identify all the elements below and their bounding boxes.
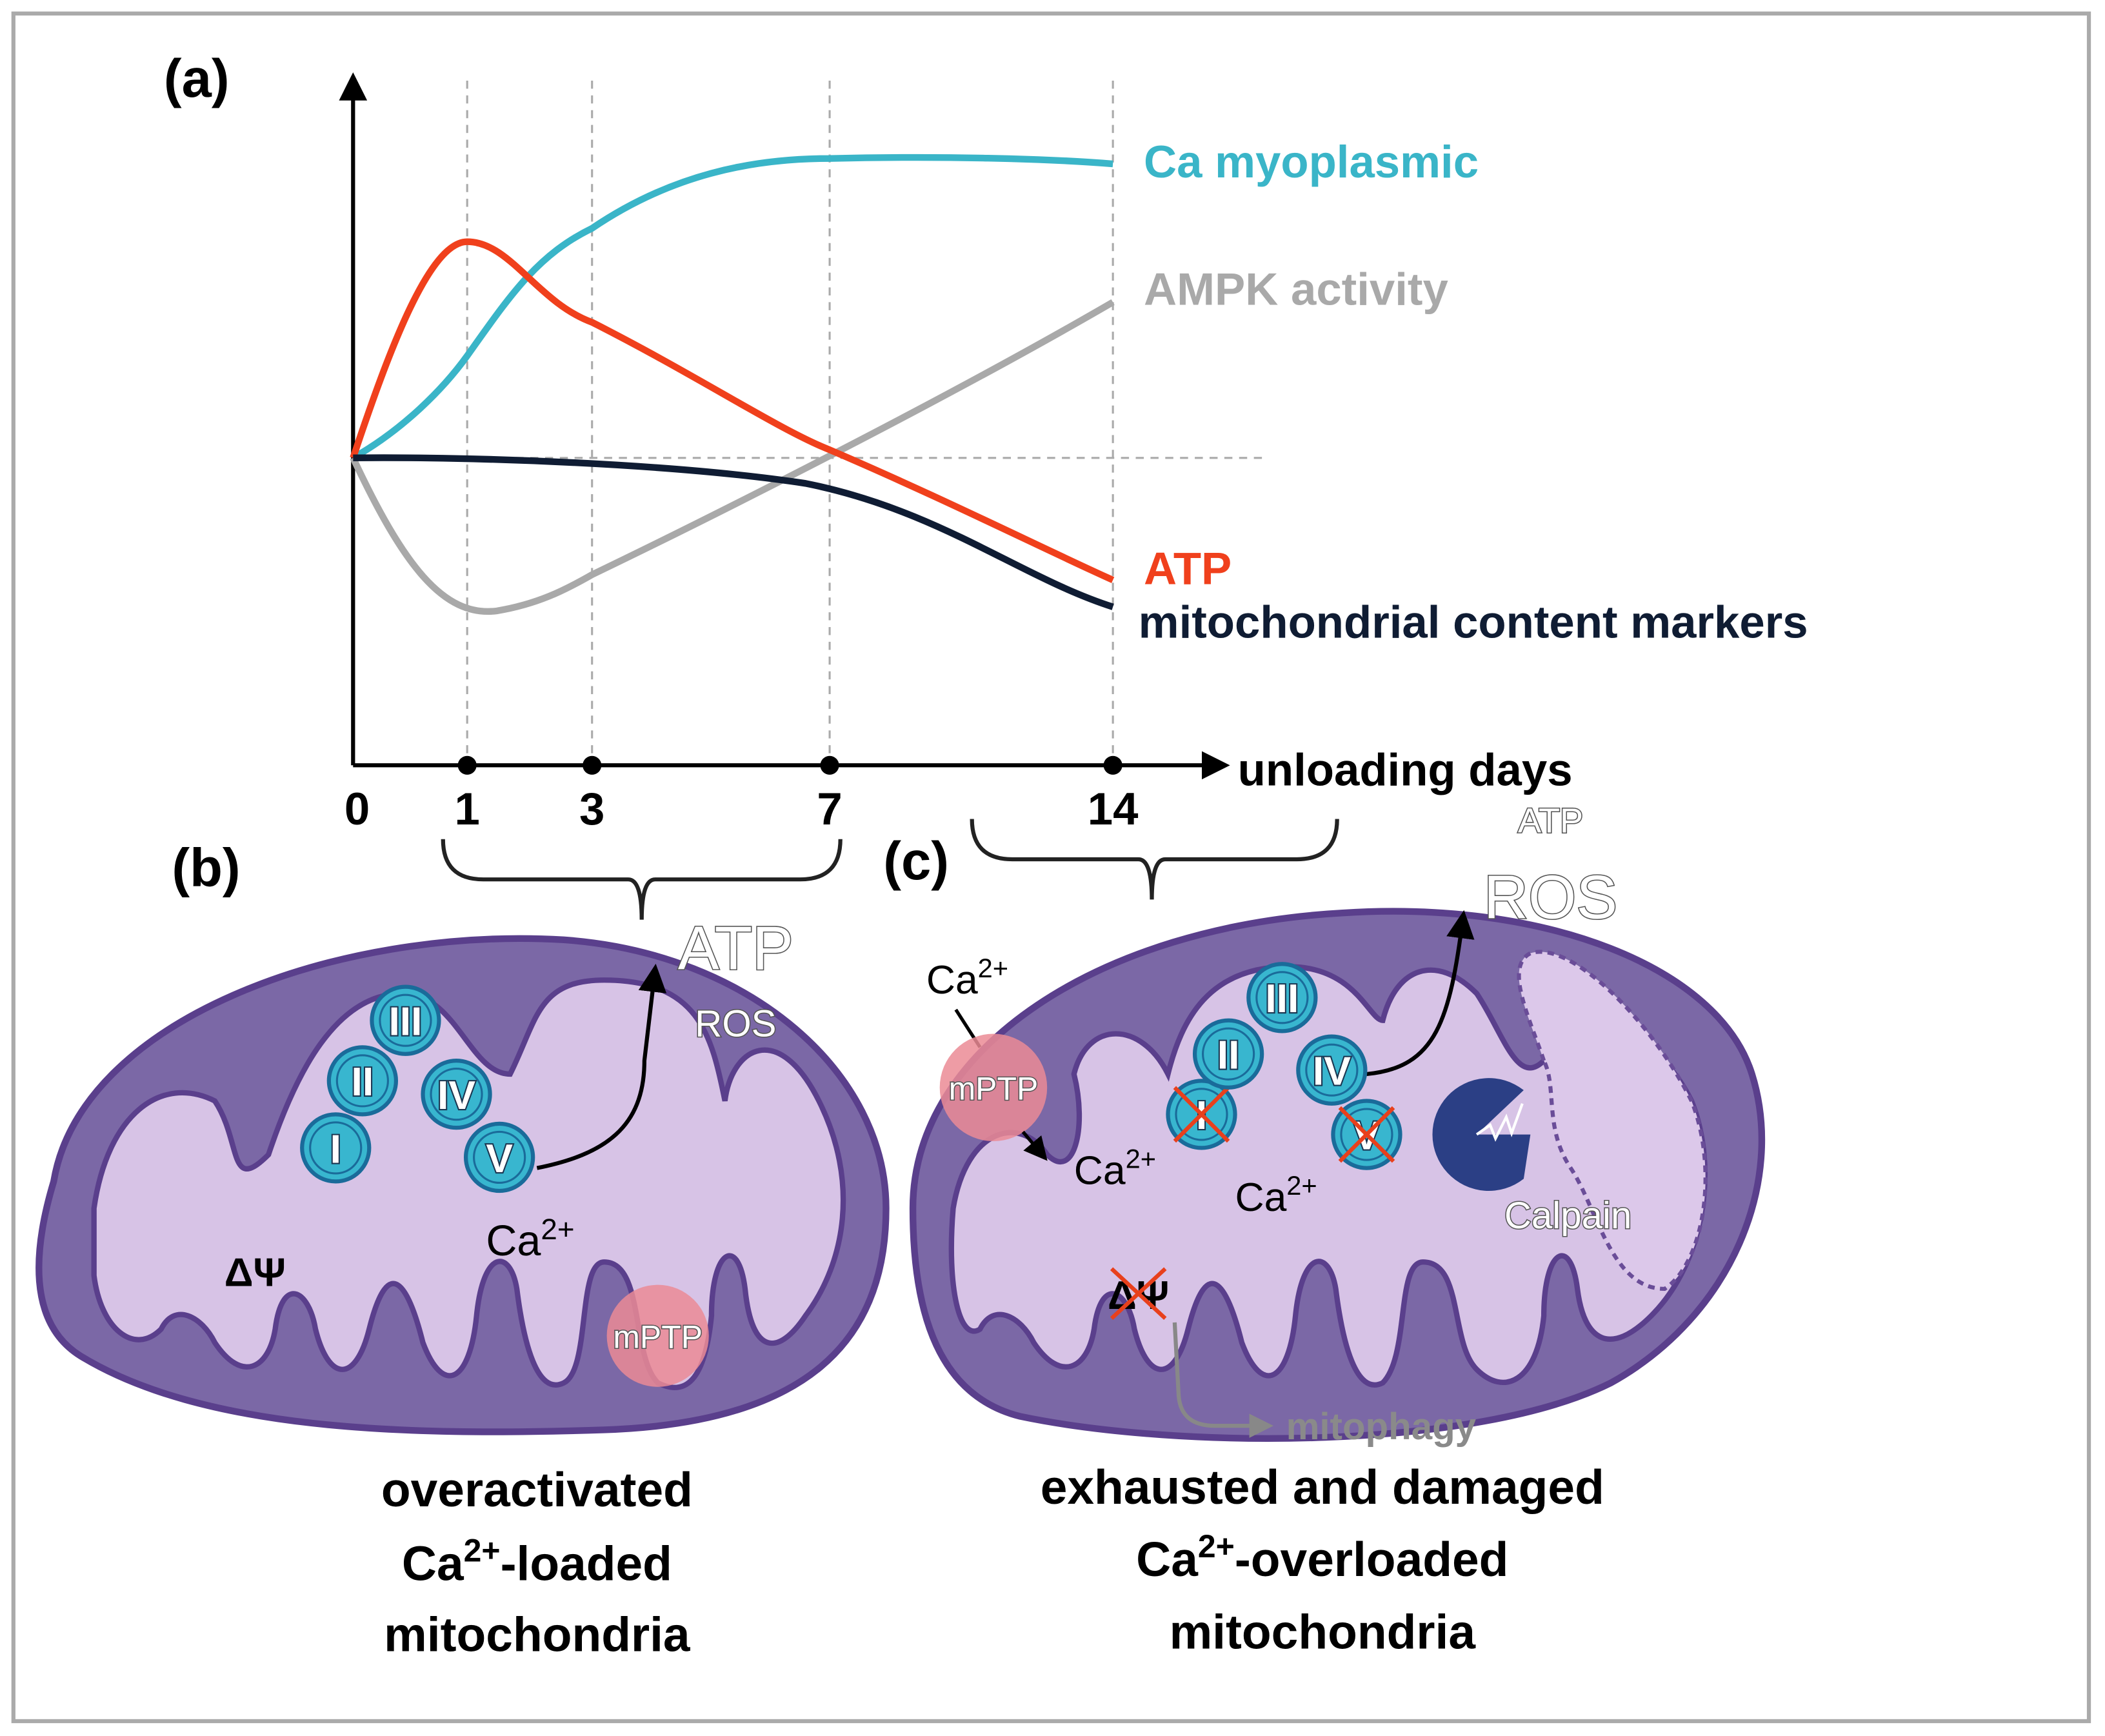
complex-ring xyxy=(309,1121,363,1175)
label: (c) xyxy=(883,831,949,891)
tick-dot xyxy=(457,755,477,775)
ca-label: Ca2+ xyxy=(486,1213,574,1265)
inner-membrane xyxy=(948,964,1708,1388)
shape xyxy=(970,819,1339,900)
label: ROS xyxy=(1484,863,1617,932)
x-tick-label: 0 xyxy=(344,783,370,834)
curve xyxy=(350,299,1115,615)
tick-dot xyxy=(583,755,602,775)
complex-label: III xyxy=(1265,976,1299,1021)
calpain xyxy=(1432,1078,1531,1191)
shape xyxy=(1475,1103,1524,1142)
complex xyxy=(463,1121,535,1193)
label: ATP xyxy=(1518,801,1583,840)
label: (b) xyxy=(172,838,240,898)
tick-dot xyxy=(820,755,839,775)
complex-label: II xyxy=(1217,1033,1240,1078)
tick-dot xyxy=(1103,755,1122,775)
label: ATP xyxy=(1144,543,1232,594)
arrow xyxy=(1172,1322,1274,1438)
complex-label: V xyxy=(486,1136,513,1181)
complex xyxy=(370,984,441,1056)
shape xyxy=(1110,1267,1167,1320)
label: exhausted and damaged xyxy=(1041,1460,1604,1514)
label: mPTP xyxy=(949,1070,1039,1106)
label: mitophagy xyxy=(1286,1406,1477,1448)
curve xyxy=(350,238,1115,583)
curve xyxy=(351,154,1113,461)
label: overactivated xyxy=(381,1462,693,1517)
x-tick-label: 14 xyxy=(1088,783,1139,834)
x-tick-label: 7 xyxy=(817,783,842,834)
complex-ring xyxy=(473,1130,526,1184)
complex-label: IV xyxy=(1313,1049,1351,1094)
label: ATP xyxy=(678,914,793,983)
label: ROS xyxy=(695,1003,776,1045)
complex-ring xyxy=(430,1068,483,1121)
label: mPTP xyxy=(613,1319,703,1355)
arrow xyxy=(536,963,667,1170)
panel-c: (c) ATP ROS Ca2+ mPTP Ca2+ Ca2+ Calpain … xyxy=(883,801,1766,1659)
complex-ring xyxy=(1255,971,1309,1024)
complex-ring xyxy=(1305,1043,1359,1097)
caption-line: Ca2+-overloaded xyxy=(1136,1528,1508,1586)
complex-label: I xyxy=(330,1126,341,1172)
complex-ring xyxy=(1175,1088,1228,1141)
complex xyxy=(421,1059,492,1130)
complex-label: III xyxy=(388,999,422,1044)
label: Calpain xyxy=(1504,1195,1632,1237)
shape xyxy=(441,839,843,920)
complex-ring xyxy=(379,993,432,1047)
ca-label: Ca2+ xyxy=(926,953,1008,1003)
complex-ring xyxy=(1340,1108,1393,1161)
frame xyxy=(11,11,2091,1724)
caption-line: Ca2+-loaded xyxy=(402,1532,672,1590)
label: (a) xyxy=(164,48,230,108)
ca-label: Ca2+ xyxy=(1235,1170,1317,1220)
complex xyxy=(326,1045,399,1117)
complex xyxy=(1296,1034,1368,1106)
complex-ring xyxy=(1202,1027,1255,1081)
arrow-line xyxy=(1021,1130,1048,1161)
arrow xyxy=(1366,910,1475,1077)
panel-a: Ca myoplasmic AMPK activity ATP mitochon… xyxy=(164,48,1808,834)
panel-b: (b) ATP ROS Ca2+ ΔΨ mPTP overactivated C… xyxy=(35,838,890,1662)
cross xyxy=(1173,1086,1230,1143)
complex-ring xyxy=(335,1054,389,1108)
label: Ca myoplasmic xyxy=(1144,136,1479,187)
label: unloading days xyxy=(1238,744,1573,795)
brackets xyxy=(441,819,1339,920)
curve xyxy=(353,454,1114,610)
label: mitochondria xyxy=(1170,1605,1477,1659)
label: AMPK activity xyxy=(1144,264,1448,315)
x-tick-label: 3 xyxy=(579,783,604,834)
mptp xyxy=(939,1033,1048,1141)
x-tick-label: 1 xyxy=(455,783,480,834)
label: mitochondrial content markers xyxy=(1139,597,1808,648)
complex-label: II xyxy=(352,1059,374,1104)
ca-label: Ca2+ xyxy=(1074,1144,1156,1193)
complex xyxy=(300,1112,372,1184)
cross xyxy=(1338,1106,1395,1163)
damaged-region xyxy=(1517,950,1708,1292)
complex xyxy=(1246,962,1318,1033)
label: ΔΨ xyxy=(224,1250,286,1295)
label: mitochondria xyxy=(384,1608,691,1662)
complex-label: IV xyxy=(437,1073,475,1118)
shape xyxy=(1110,1267,1167,1320)
complex xyxy=(1192,1018,1264,1090)
mptp xyxy=(606,1284,709,1387)
